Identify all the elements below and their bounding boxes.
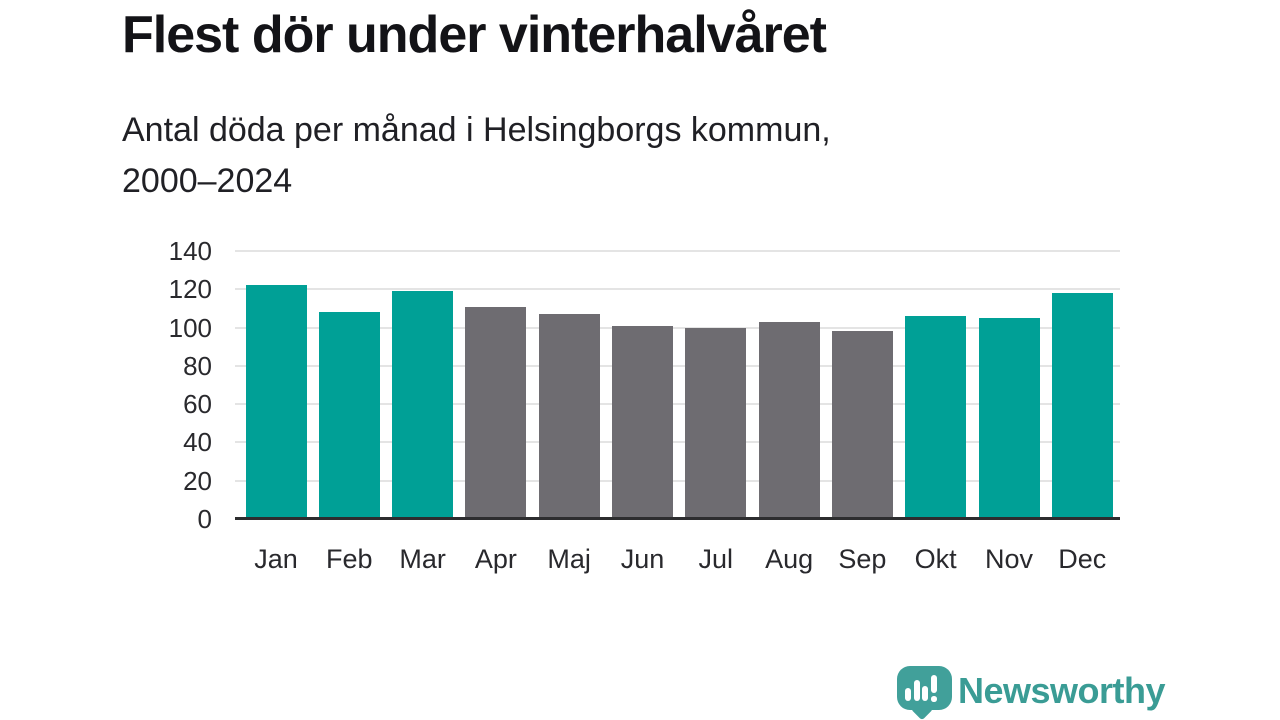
bar-okt bbox=[905, 316, 967, 519]
y-tick-label-100: 100 bbox=[168, 312, 212, 343]
x-axis-line bbox=[235, 517, 1120, 520]
y-tick-label-80: 80 bbox=[183, 350, 212, 381]
gridline-140 bbox=[235, 250, 1120, 252]
x-tick-label-nov: Nov bbox=[984, 544, 1033, 574]
y-tick-label-120: 120 bbox=[168, 274, 212, 305]
x-tick-label-dec: Dec bbox=[1058, 544, 1107, 574]
x-tick-label-feb: Feb bbox=[326, 544, 373, 574]
bar-jan bbox=[245, 285, 307, 519]
bar-aug bbox=[758, 321, 820, 519]
logo-exclamation-dot-icon bbox=[931, 696, 937, 702]
y-tick-label-40: 40 bbox=[183, 427, 212, 458]
y-tick-label-140: 140 bbox=[168, 236, 212, 266]
x-tick-label-jun: Jun bbox=[620, 544, 665, 574]
brand-wordmark: Newsworthy bbox=[958, 670, 1166, 711]
gridline-20 bbox=[235, 479, 1120, 482]
bar-nov bbox=[978, 318, 1040, 519]
chart-subtitle-line2: 2000–2024 bbox=[122, 162, 293, 200]
plot-area: 0 20 40 60 80 100 120 140 Jan Feb Mar Apr Maj Jun Jul A… bbox=[169, 236, 1120, 574]
logo-mini-bar-icon bbox=[922, 686, 928, 701]
logo-exclamation-icon bbox=[930, 675, 937, 693]
bar-jul bbox=[685, 327, 747, 519]
bar-jun bbox=[612, 325, 673, 519]
x-tick-label-aug: Aug bbox=[765, 544, 814, 574]
x-tick-label-sep: Sep bbox=[838, 544, 887, 574]
gridline-100 bbox=[235, 326, 1120, 329]
x-tick-label-jan: Jan bbox=[254, 544, 298, 574]
x-tick-label-jul: Jul bbox=[698, 544, 734, 574]
chart-title: Flest dör under vinterhalvåret bbox=[122, 6, 827, 64]
gridline-60 bbox=[235, 403, 1120, 406]
bar-dec bbox=[1051, 293, 1113, 519]
logo-mini-bar-icon bbox=[913, 680, 920, 701]
x-tick-label-apr: Apr bbox=[474, 544, 517, 574]
bar-sep bbox=[831, 331, 893, 519]
logo-mini-bar-icon bbox=[905, 688, 911, 701]
chart-subtitle-line1: Antal döda per månad i Helsingborgs komm… bbox=[122, 111, 831, 149]
gridline-120 bbox=[235, 288, 1120, 291]
bar-feb bbox=[318, 312, 380, 519]
bar-mar bbox=[392, 291, 454, 519]
y-tick-label-0: 0 bbox=[197, 504, 212, 534]
y-tick-label-20: 20 bbox=[183, 465, 212, 496]
chart-subtitle: Antal döda per månad i Helsingborgs komm… bbox=[122, 105, 831, 207]
gridline-40 bbox=[235, 441, 1120, 444]
x-tick-label-maj: Maj bbox=[547, 544, 591, 574]
x-tick-label-okt: Okt bbox=[914, 544, 957, 574]
y-tick-label-60: 60 bbox=[183, 389, 212, 420]
bar-maj bbox=[538, 314, 600, 519]
gridline-80 bbox=[235, 364, 1120, 367]
bar-apr bbox=[465, 306, 527, 519]
x-tick-label-mar: Mar bbox=[399, 544, 446, 574]
